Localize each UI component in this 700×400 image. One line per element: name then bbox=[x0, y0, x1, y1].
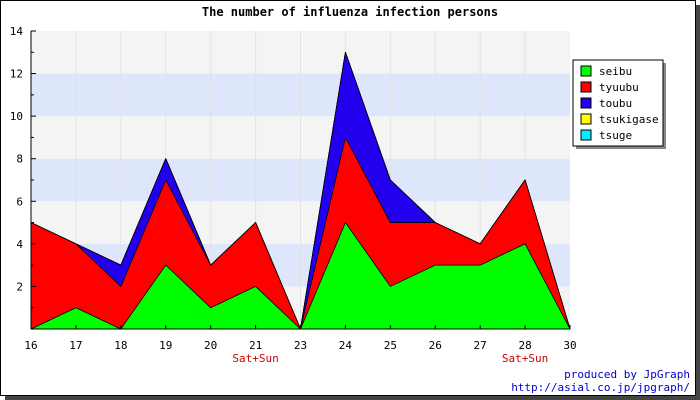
x-tick-label: 16 bbox=[24, 339, 37, 352]
legend-label-toubu: toubu bbox=[599, 97, 632, 110]
credit-link[interactable]: http://asial.co.jp/jpgraph/ bbox=[511, 381, 690, 394]
y-tick-label: 8 bbox=[16, 153, 23, 166]
x-tick-label: 23 bbox=[294, 339, 307, 352]
legend: seibu tyuubu toubu tsukigase tsuge bbox=[572, 59, 666, 149]
x-tick-label: 28 bbox=[518, 339, 531, 352]
x-tick-label: 26 bbox=[429, 339, 442, 352]
legend-label-tyuubu: tyuubu bbox=[599, 81, 639, 94]
x-tick-sublabel: Sat+Sun bbox=[232, 352, 278, 365]
y-axis-ticks: 2 4 6 8 10 12 14 bbox=[10, 25, 36, 309]
credit-line-1: produced by JpGraph bbox=[564, 368, 690, 381]
y-tick-label: 10 bbox=[10, 110, 23, 123]
y-tick-label: 4 bbox=[16, 238, 23, 251]
legend-label-seibu: seibu bbox=[599, 65, 632, 78]
y-tick-label: 14 bbox=[10, 25, 24, 38]
legend-swatch-toubu bbox=[580, 97, 592, 109]
legend-label-tsuge: tsuge bbox=[599, 129, 632, 142]
x-tick-label: 17 bbox=[69, 339, 82, 352]
y-tick-label: 6 bbox=[16, 195, 23, 208]
y-tick-label: 12 bbox=[10, 68, 23, 81]
x-tick-label: 27 bbox=[474, 339, 487, 352]
area-series-seibu bbox=[30, 222, 571, 330]
x-tick-label: 19 bbox=[159, 339, 172, 352]
x-tick-label: 20 bbox=[204, 339, 217, 352]
legend-swatch-seibu bbox=[580, 65, 592, 77]
area-layers bbox=[30, 51, 571, 330]
x-tick-label: 30 bbox=[563, 339, 576, 352]
y-tick-label: 2 bbox=[16, 280, 23, 293]
legend-label-tsukigase: tsukigase bbox=[599, 113, 659, 126]
x-tick-sublabel: Sat+Sun bbox=[502, 352, 548, 365]
chart-title: The number of influenza infection person… bbox=[202, 5, 498, 19]
x-tick-label: 24 bbox=[339, 339, 353, 352]
x-tick-label: 21 bbox=[249, 339, 262, 352]
x-tick-label: 18 bbox=[114, 339, 127, 352]
legend-swatch-tsukigase bbox=[580, 113, 592, 125]
x-tick-label: 25 bbox=[384, 339, 397, 352]
legend-swatch-tsuge bbox=[580, 129, 592, 141]
legend-swatch-tyuubu bbox=[580, 81, 592, 93]
